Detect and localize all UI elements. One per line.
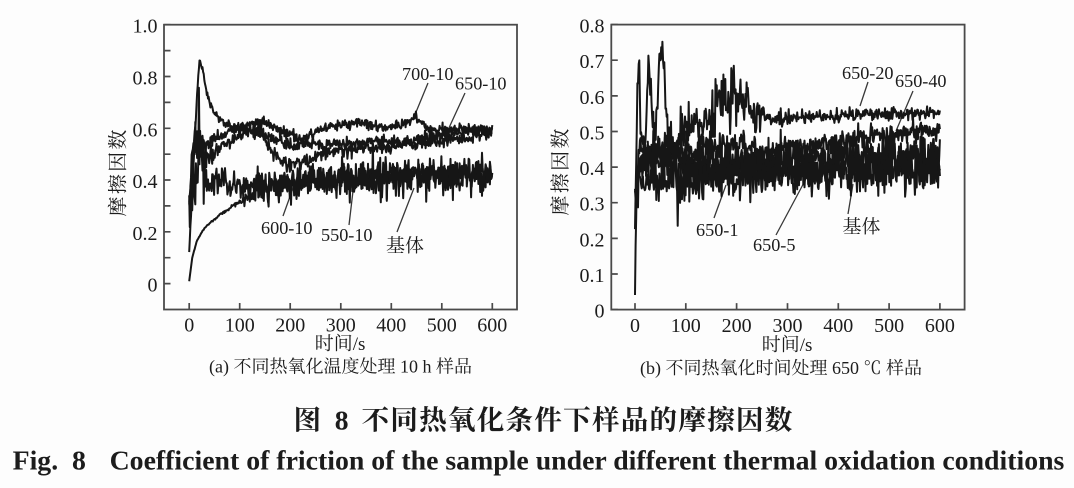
svg-text:400: 400 <box>823 315 853 337</box>
svg-text:650-40: 650-40 <box>895 71 947 91</box>
svg-text:600: 600 <box>477 314 507 336</box>
svg-text:(a): (a) <box>209 357 233 378</box>
svg-text:100: 100 <box>225 314 255 336</box>
svg-text:0.5: 0.5 <box>580 123 605 145</box>
svg-text:0.2: 0.2 <box>580 229 605 251</box>
svg-text:0.8: 0.8 <box>133 68 158 90</box>
svg-text:0.2: 0.2 <box>133 223 158 245</box>
svg-text:0.6: 0.6 <box>580 87 605 109</box>
svg-text:550-10: 550-10 <box>321 225 373 245</box>
svg-text:0.8: 0.8 <box>580 16 605 38</box>
svg-text:8: 8 <box>335 405 349 436</box>
svg-text:0.4: 0.4 <box>133 171 158 193</box>
svg-text:0.7: 0.7 <box>580 51 605 73</box>
svg-text:300: 300 <box>326 314 356 336</box>
svg-text:0: 0 <box>630 315 640 337</box>
svg-text:650: 650 <box>828 358 864 378</box>
svg-text:0.4: 0.4 <box>580 158 605 180</box>
svg-text:Fig. 8: Fig. 8 <box>13 446 86 477</box>
svg-text:(b): (b) <box>640 358 666 379</box>
svg-text:650-5: 650-5 <box>753 235 795 255</box>
svg-text:400: 400 <box>376 314 406 336</box>
svg-text:100: 100 <box>671 315 701 337</box>
svg-text:500: 500 <box>874 315 904 337</box>
svg-text:600-10: 600-10 <box>261 218 313 238</box>
svg-text:650-20: 650-20 <box>842 63 894 83</box>
svg-text:/s: /s <box>800 335 813 356</box>
svg-text:650-10: 650-10 <box>455 74 507 94</box>
svg-text:300: 300 <box>773 315 803 337</box>
svg-text:0.6: 0.6 <box>133 119 158 141</box>
svg-text:500: 500 <box>427 314 457 336</box>
svg-text:700-10: 700-10 <box>402 64 454 84</box>
svg-text:600: 600 <box>925 315 955 337</box>
svg-text:10 h: 10 h <box>396 357 437 377</box>
svg-text:Coefficient of friction of the: Coefficient of friction of the sample un… <box>110 446 1065 477</box>
svg-text:0: 0 <box>595 301 605 323</box>
svg-text:200: 200 <box>275 314 305 336</box>
svg-text:0: 0 <box>184 314 194 336</box>
svg-text:0.3: 0.3 <box>580 194 605 216</box>
svg-text:200: 200 <box>722 315 752 337</box>
svg-text:1.0: 1.0 <box>133 16 158 38</box>
svg-text:650-1: 650-1 <box>696 220 738 240</box>
svg-text:/s: /s <box>353 334 366 355</box>
svg-text:0.1: 0.1 <box>580 265 605 287</box>
svg-text:0: 0 <box>148 275 158 297</box>
